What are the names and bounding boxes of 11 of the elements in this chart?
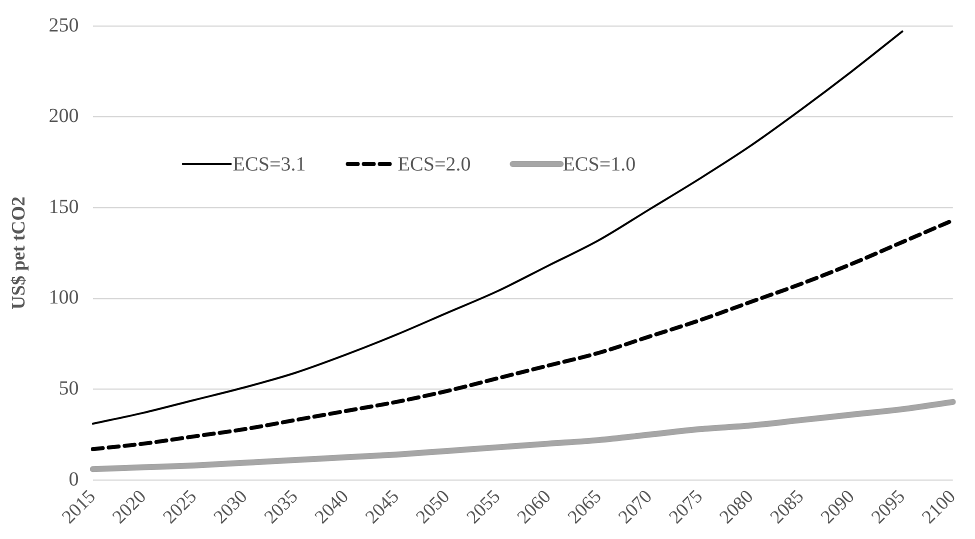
y-tick-label: 250 [48,14,79,36]
legend-label: ECS=1.0 [562,153,636,176]
y-tick-label: 50 [58,377,79,400]
legend-label: ECS=2.0 [398,153,471,176]
y-tick-label: 0 [68,468,79,490]
line-series [92,30,904,425]
y-axis-title: US$ pet tCO2 [8,196,30,310]
y-tick-label: 150 [48,196,79,218]
legend-label: ECS=3.1 [232,153,306,176]
y-tick-label: 200 [48,105,79,128]
y-tick-label: 100 [48,286,79,309]
